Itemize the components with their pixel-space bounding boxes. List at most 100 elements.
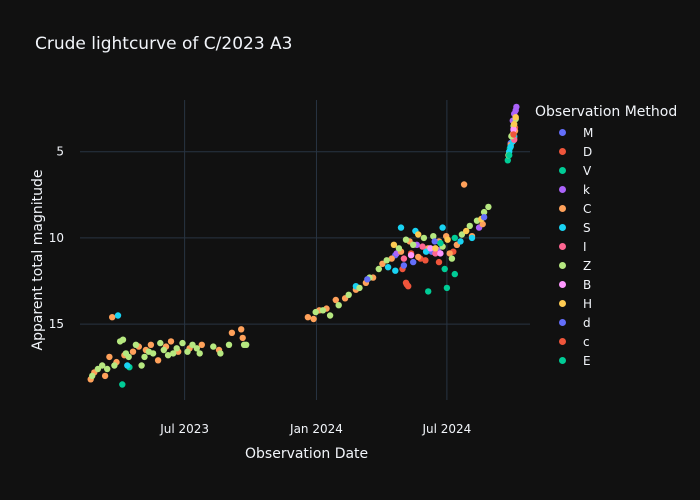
- series-B: [407, 126, 517, 259]
- data-point: [468, 234, 476, 242]
- legend-marker: [559, 186, 566, 193]
- data-point: [390, 241, 398, 248]
- data-point: [439, 224, 446, 231]
- data-point: [511, 120, 518, 128]
- x-tick-label: Jan 2024: [289, 422, 343, 436]
- legend-label: E: [583, 353, 591, 368]
- data-point: [395, 245, 403, 252]
- data-point: [407, 252, 415, 259]
- data-point: [425, 288, 432, 295]
- legend-label: I: [583, 239, 587, 254]
- legend-marker: [559, 243, 566, 250]
- data-point: [173, 345, 180, 352]
- data-point: [446, 250, 453, 257]
- data-point: [184, 348, 191, 355]
- data-point: [431, 238, 438, 245]
- data-point: [238, 326, 245, 333]
- legend-item-d[interactable]: d: [535, 313, 677, 332]
- data-point: [507, 143, 514, 150]
- legend-item-E[interactable]: E: [535, 351, 677, 370]
- data-point: [443, 284, 451, 292]
- data-point: [403, 281, 410, 288]
- data-point: [243, 341, 250, 348]
- x-axis-title: Observation Date: [245, 446, 369, 462]
- data-point: [457, 238, 464, 245]
- data-point: [422, 248, 430, 255]
- legend-item-B[interactable]: B: [535, 275, 677, 294]
- legend-item-Z[interactable]: Z: [535, 256, 677, 275]
- data-point: [513, 103, 520, 111]
- data-point: [432, 245, 439, 252]
- point-layer: [87, 103, 520, 388]
- legend-item-k[interactable]: k: [535, 180, 677, 199]
- data-point: [228, 329, 236, 336]
- data-point: [141, 353, 148, 361]
- legend-marker: [559, 357, 566, 364]
- data-point: [437, 239, 444, 247]
- data-point: [94, 365, 102, 373]
- grid-layer: [80, 100, 530, 400]
- legend-item-c[interactable]: c: [535, 332, 677, 351]
- legend-item-D[interactable]: D: [535, 142, 677, 161]
- data-point: [400, 262, 408, 269]
- x-tick-label: Jul 2023: [159, 422, 209, 436]
- data-point: [106, 353, 113, 361]
- data-point: [114, 312, 122, 319]
- data-point: [149, 350, 157, 357]
- data-point: [400, 255, 408, 262]
- data-point: [364, 276, 371, 283]
- legend-marker: [559, 319, 566, 326]
- series-H: [390, 114, 519, 252]
- legend-marker: [559, 129, 566, 136]
- data-point: [420, 234, 428, 242]
- legend-label: V: [583, 163, 592, 178]
- data-point: [419, 243, 426, 250]
- legend-label: k: [583, 182, 590, 197]
- data-point: [332, 296, 339, 304]
- data-point: [422, 257, 429, 264]
- data-point: [402, 236, 410, 243]
- data-point: [319, 307, 327, 314]
- legend-item-M[interactable]: M: [535, 123, 677, 142]
- legend-item-I[interactable]: I: [535, 237, 677, 256]
- data-point: [210, 343, 217, 350]
- data-point: [384, 264, 392, 271]
- legend-item-S[interactable]: S: [535, 218, 677, 237]
- data-point: [101, 372, 109, 380]
- data-point: [170, 350, 177, 357]
- data-point: [109, 314, 116, 321]
- data-point: [506, 152, 513, 159]
- legend-item-V[interactable]: V: [535, 161, 677, 180]
- data-point: [335, 302, 342, 309]
- legend-item-C[interactable]: C: [535, 199, 677, 218]
- data-point: [466, 222, 473, 230]
- legend-marker: [559, 338, 566, 345]
- data-point: [217, 350, 224, 357]
- legend-marker: [559, 205, 566, 212]
- data-point: [111, 362, 118, 369]
- data-point: [312, 308, 319, 316]
- data-point: [512, 114, 519, 121]
- data-point: [430, 233, 437, 240]
- legend-marker: [559, 300, 566, 307]
- tick-layer: 5 10 15 Jul 2023 Jan 2024 Jul 2024: [49, 145, 472, 436]
- legend-label: c: [583, 334, 590, 349]
- legend-item-H[interactable]: H: [535, 294, 677, 313]
- data-point: [451, 234, 458, 242]
- y-axis-title: Apparent total magnitude: [30, 169, 46, 351]
- data-point: [125, 353, 132, 361]
- data-point: [147, 341, 155, 348]
- data-point: [239, 334, 246, 342]
- y-tick-label: 15: [49, 317, 64, 331]
- data-point: [89, 372, 96, 380]
- data-point: [441, 265, 448, 273]
- series-D: [399, 124, 519, 290]
- legend-marker: [559, 167, 566, 174]
- data-point: [196, 350, 203, 357]
- legend-title: Observation Method: [535, 104, 678, 120]
- data-point: [375, 265, 382, 273]
- data-point: [435, 258, 443, 266]
- legend-label: H: [583, 296, 593, 311]
